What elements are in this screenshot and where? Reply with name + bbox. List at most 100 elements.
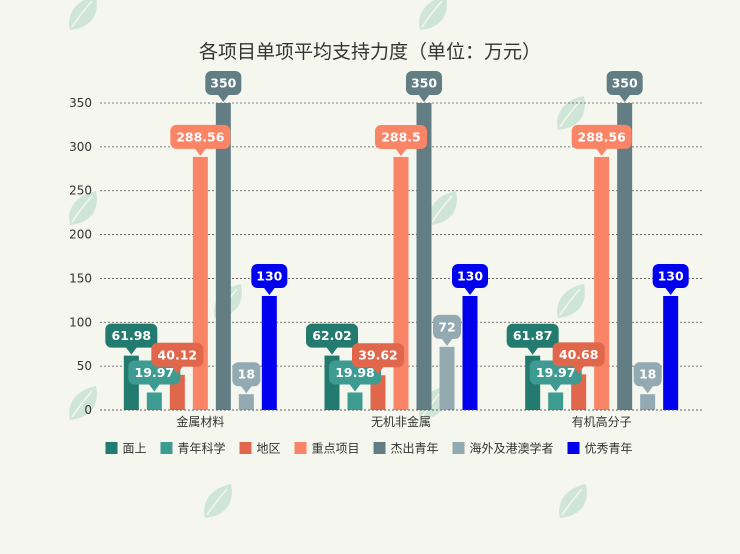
bar	[663, 295, 679, 410]
legend-swatch	[452, 442, 465, 454]
legend-swatch	[373, 442, 386, 454]
y-tick-label: 200	[69, 228, 92, 242]
data-label-pointer	[194, 147, 207, 156]
legend-item[interactable]: 青年科学	[160, 441, 226, 456]
leaf-background-decoration	[68, 0, 588, 519]
legend-swatch	[160, 442, 173, 454]
data-label-bubble	[571, 124, 632, 149]
data-label-pointer	[148, 383, 161, 392]
bar	[215, 103, 231, 410]
data-label-text: 130	[457, 268, 483, 283]
data-label-text: 350	[210, 76, 236, 91]
data-label-text: 18	[639, 367, 656, 382]
y-tick-label: 150	[69, 271, 92, 285]
bar	[393, 156, 409, 410]
data-label-bubble	[232, 362, 261, 387]
data-label-text: 130	[256, 268, 282, 283]
y-tick-label: 0	[84, 403, 92, 417]
bar	[261, 295, 277, 410]
data-label-pointer	[664, 286, 677, 295]
y-tick-label: 350	[69, 96, 92, 110]
legend-swatch	[239, 442, 252, 454]
data-label-bubble	[552, 342, 605, 367]
data-label-text: 19.97	[536, 365, 576, 380]
legend-swatch	[567, 442, 580, 454]
y-tick-label: 250	[69, 184, 92, 198]
bar	[347, 392, 363, 410]
bar	[640, 394, 656, 410]
bar	[594, 156, 610, 410]
legend-item[interactable]: 面上	[105, 442, 147, 456]
data-label-bubble	[205, 71, 242, 95]
data-label-bubble	[105, 323, 158, 348]
data-label-pointer	[595, 147, 608, 156]
data-label-text: 62.02	[312, 328, 352, 343]
data-label-bubble	[406, 71, 442, 95]
data-label: 350	[406, 71, 442, 102]
bar	[462, 295, 478, 410]
legend-label: 重点项目	[312, 442, 360, 456]
legend-item[interactable]: 杰出青年	[373, 442, 439, 456]
legend-item[interactable]: 海外及港澳学者	[452, 441, 554, 456]
data-label-text: 72	[438, 319, 455, 334]
data-label-bubble	[251, 263, 288, 288]
data-label: 40.12	[151, 342, 204, 374]
bar	[238, 394, 254, 410]
legend-item[interactable]: 优秀青年	[567, 442, 633, 456]
bar	[416, 103, 432, 410]
data-label-text: 350	[612, 76, 638, 91]
data-label-bubble	[652, 263, 689, 288]
data-label-pointer	[240, 385, 253, 394]
y-axis: 0 50 100 150 200 250 300 350	[69, 96, 92, 417]
data-label-text: 18	[238, 367, 255, 382]
data-label-pointer	[372, 366, 384, 375]
data-label-bubble	[529, 360, 582, 385]
data-label-pointer	[125, 346, 138, 355]
data-label-text: 19.98	[335, 365, 375, 380]
bar	[192, 156, 208, 410]
data-label-text: 61.87	[513, 328, 553, 343]
chart-title: 各项目单项平均支持力度（单位：万元）	[199, 41, 541, 63]
data-label-bubble	[606, 71, 643, 95]
data-label-bubble	[306, 323, 358, 348]
data-label-text: 39.62	[358, 348, 398, 363]
legend: 面上 青年科学 地区 重点项目 杰出青年 海外及港澳学者 优秀青年	[105, 441, 633, 456]
data-label-text: 40.12	[158, 347, 198, 362]
data-label-text: 19.97	[135, 365, 175, 380]
data-label: 40.68	[552, 342, 605, 374]
data-labels: 61.98 19.97 40.12 288.56 350 18 130 62.02 19.98 3…	[105, 71, 689, 394]
legend-item[interactable]: 地区	[239, 442, 281, 456]
data-label-text: 288.56	[176, 129, 225, 144]
data-label-bubble	[352, 343, 404, 368]
legend-label: 优秀青年	[585, 442, 633, 456]
legend-swatch	[294, 442, 307, 454]
data-label-pointer	[263, 286, 276, 295]
data-label-text: 350	[411, 76, 437, 91]
data-label-pointer	[641, 385, 654, 394]
x-tick-label: 有机高分子	[572, 414, 632, 429]
data-label: 18	[232, 362, 261, 394]
bar	[617, 103, 633, 410]
data-label-text: 288.5	[381, 129, 421, 144]
x-tick-label: 金属材料	[176, 414, 224, 429]
data-label-pointer	[217, 94, 230, 102]
data-label: 288.56	[571, 124, 632, 156]
data-label: 350	[606, 71, 643, 102]
data-label-pointer	[349, 383, 361, 392]
bar	[146, 392, 162, 410]
legend-item[interactable]: 重点项目	[294, 442, 360, 456]
y-tick-label: 100	[69, 315, 92, 329]
data-label: 130	[452, 263, 488, 295]
data-label-pointer	[418, 94, 430, 102]
data-label-pointer	[441, 337, 453, 346]
data-label: 288.5	[375, 124, 427, 156]
data-label-bubble	[433, 314, 461, 339]
legend-swatch	[105, 442, 118, 454]
data-label-pointer	[572, 365, 585, 374]
data-label-bubble	[151, 342, 204, 367]
data-label-pointer	[526, 346, 539, 355]
data-label-pointer	[549, 383, 562, 392]
data-label: 288.56	[170, 124, 231, 156]
